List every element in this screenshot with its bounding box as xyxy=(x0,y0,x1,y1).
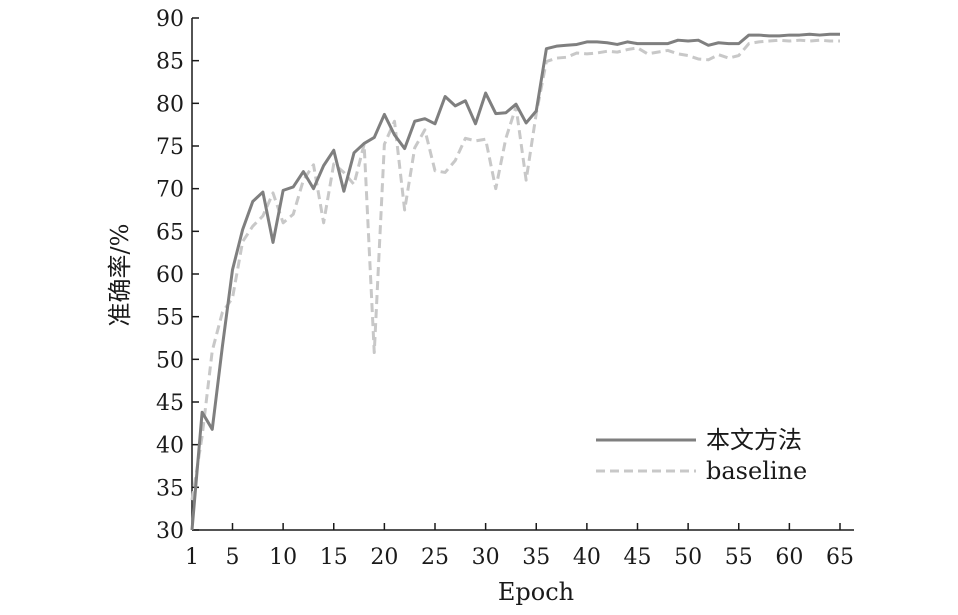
x-tick-label: 10 xyxy=(269,545,297,570)
x-tick-label: 50 xyxy=(674,545,702,570)
legend-label: baseline xyxy=(706,457,807,485)
y-tick-label: 90 xyxy=(156,7,184,32)
x-tick-label: 25 xyxy=(421,545,449,570)
legend-label: 本文方法 xyxy=(706,426,802,454)
y-tick-label: 30 xyxy=(156,519,184,544)
x-tick-label: 15 xyxy=(320,545,348,570)
x-tick-label: 1 xyxy=(185,545,199,570)
y-tick-label: 40 xyxy=(156,434,184,459)
proposed-method-series-line xyxy=(190,32,840,531)
x-tick-label: 60 xyxy=(775,545,803,570)
x-axis-ticks: 1 5 10 15 20 25 30 35 40 45 50 55 60 65 xyxy=(185,523,854,570)
x-tick-label: 20 xyxy=(370,545,398,570)
y-axis-title: 准确率/% xyxy=(106,224,134,327)
x-tick-label: 45 xyxy=(624,545,652,570)
x-tick-label: 5 xyxy=(226,545,240,570)
y-tick-label: 70 xyxy=(156,178,184,203)
legend: 本文方法 baseline xyxy=(596,426,807,485)
x-axis-title: Epoch xyxy=(498,578,574,606)
y-tick-label: 50 xyxy=(156,348,184,373)
y-tick-label: 45 xyxy=(156,391,184,416)
y-tick-label: 75 xyxy=(156,135,184,160)
x-tick-label: 35 xyxy=(522,545,550,570)
x-tick-label: 55 xyxy=(725,545,753,570)
x-tick-label: 30 xyxy=(472,545,500,570)
y-tick-label: 65 xyxy=(156,220,184,245)
y-tick-label: 55 xyxy=(156,306,184,331)
x-tick-label: 65 xyxy=(826,545,854,570)
y-axis-ticks: 30 35 40 45 50 55 60 65 70 75 80 85 90 xyxy=(156,7,199,544)
y-tick-label: 60 xyxy=(156,263,184,288)
series-group xyxy=(190,32,840,531)
y-tick-label: 85 xyxy=(156,50,184,75)
x-tick-label: 40 xyxy=(573,545,601,570)
y-tick-label: 35 xyxy=(156,476,184,501)
y-tick-label: 80 xyxy=(156,92,184,117)
